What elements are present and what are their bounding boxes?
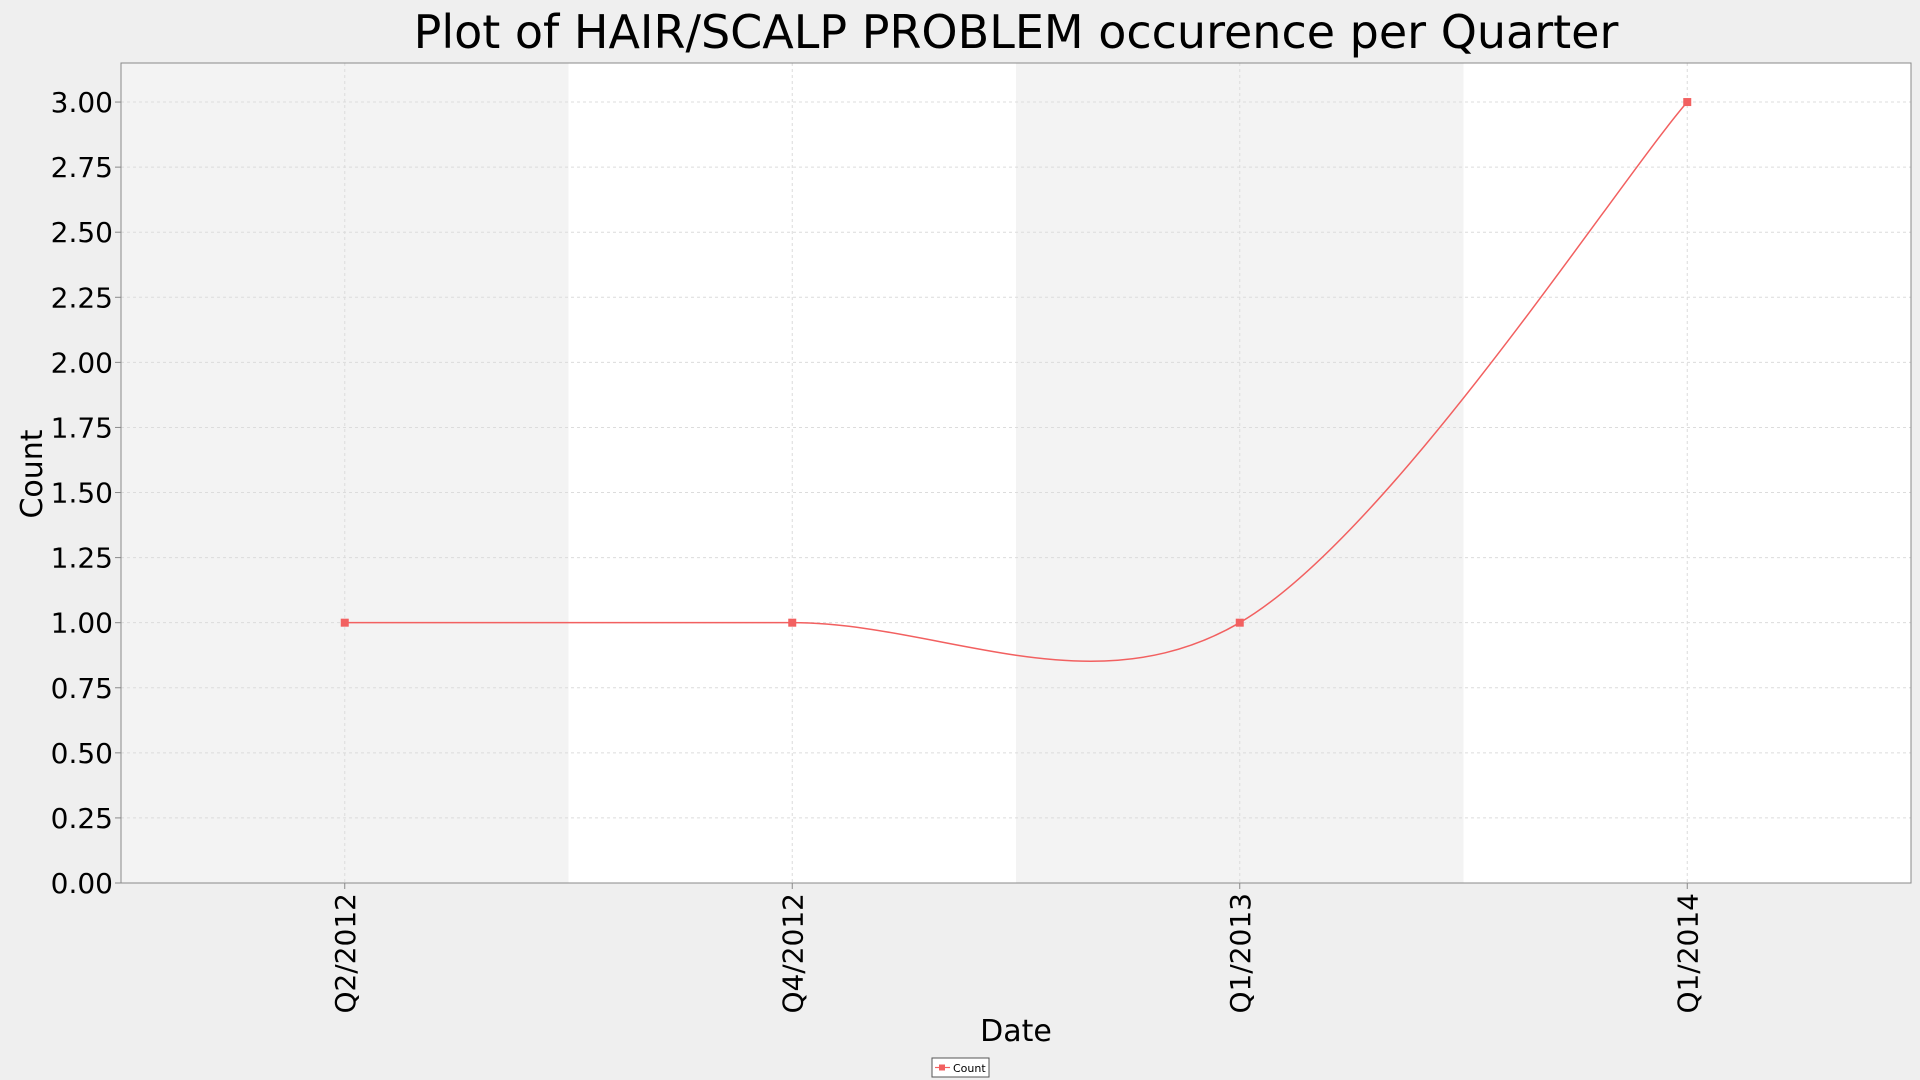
legend-series-label: Count	[953, 1062, 986, 1075]
y-tick-label: 0.50	[51, 737, 113, 770]
y-tick-label: 0.00	[51, 867, 113, 900]
y-tick-label: 2.75	[51, 151, 113, 184]
y-tick-label: 1.75	[51, 411, 113, 444]
y-tick-label: 0.75	[51, 672, 113, 705]
legend: Count	[931, 1057, 990, 1078]
series-layer	[340, 98, 1692, 662]
plot-background-bands	[121, 63, 1911, 883]
legend-frame	[931, 1057, 990, 1078]
data-point	[1683, 98, 1692, 107]
chart-title: Plot of HAIR/SCALP PROBLEM occurence per…	[414, 5, 1619, 59]
y-tick-label: 2.00	[51, 346, 113, 379]
x-tick-label: Q1/2014	[1671, 893, 1704, 1014]
x-tick-label: Q1/2013	[1224, 893, 1257, 1014]
legend-series-marker	[939, 1064, 945, 1071]
x-tick-label: Q4/2012	[776, 893, 809, 1014]
y-tick-label: 1.00	[51, 607, 113, 640]
y-axis-ticks: 0.00 0.25 0.50 0.75 1.00 1.25 1.50 1.75 2.00 2.25…	[51, 86, 121, 900]
y-axis-label: Count	[15, 429, 50, 518]
x-axis-label: Date	[980, 1014, 1052, 1049]
y-tick-label: 2.25	[51, 281, 113, 314]
x-axis-ticks: Q2/2012 Q4/2012 Q1/2013 Q1/2014	[329, 883, 1704, 1014]
grid-lines	[121, 63, 1911, 884]
data-point	[340, 618, 349, 627]
y-tick-label: 2.50	[51, 216, 113, 249]
y-tick-label: 1.25	[51, 542, 113, 575]
y-tick-label: 0.25	[51, 802, 113, 835]
y-tick-label: 1.50	[51, 477, 113, 510]
x-tick-label: Q2/2012	[329, 893, 362, 1014]
series-line-count	[344, 101, 1688, 662]
plot-area-frame	[120, 62, 1912, 884]
data-point	[788, 618, 797, 627]
y-tick-label: 3.00	[51, 86, 113, 119]
data-point	[1235, 618, 1244, 627]
